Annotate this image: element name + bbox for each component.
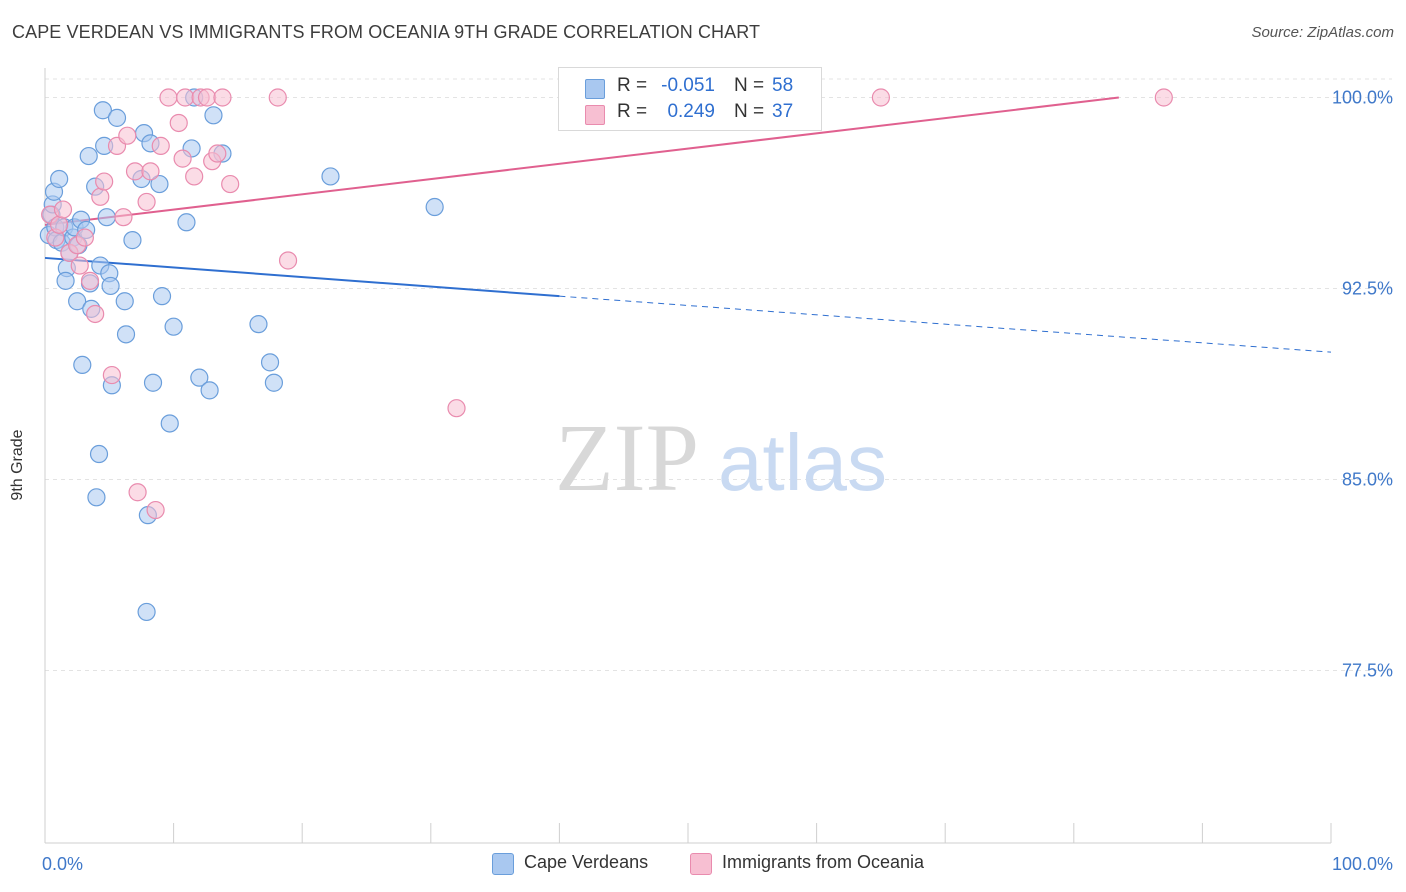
data-point [86, 304, 105, 324]
trend-lines [44, 96, 1332, 353]
data-point [221, 174, 240, 194]
x-tick-label: 100.0% [1332, 854, 1393, 874]
data-point [125, 162, 145, 181]
legend-r-value: 0.249 [667, 101, 715, 122]
watermark-zip: ZIP [555, 404, 699, 511]
data-point [1154, 88, 1173, 107]
stats-legend: R = -0.051 N = 58 R = 0.249 N = 37 [558, 67, 822, 131]
data-point [68, 292, 87, 311]
bottom-legend-label: Cape Verdeans [524, 852, 649, 872]
data-point [164, 317, 183, 336]
data-point [141, 162, 160, 181]
watermark-atlas: atlas [718, 418, 887, 507]
data-point [425, 197, 444, 217]
data-point [264, 373, 284, 392]
data-point [159, 88, 178, 107]
data-point [123, 231, 142, 250]
series-oceania [41, 88, 1173, 520]
data-point [204, 106, 223, 125]
legend-r-label: R = [617, 101, 648, 122]
bottom-legend-swatch-blue [492, 853, 514, 875]
data-point [278, 251, 298, 270]
data-point [447, 399, 466, 418]
data-point [137, 602, 156, 622]
data-point [260, 353, 280, 372]
data-point [321, 167, 340, 186]
data-point [73, 355, 92, 374]
data-point [89, 444, 109, 464]
data-point [56, 271, 75, 290]
data-point [200, 381, 219, 400]
bottom-legend-label: Immigrants from Oceania [722, 852, 925, 872]
watermark: ZIP atlas [555, 404, 887, 511]
trend-line-oceania [44, 96, 1119, 226]
data-point [79, 146, 98, 166]
y-axis-label: 9th Grade [9, 429, 26, 501]
chart-title: CAPE VERDEAN VS IMMIGRANTS FROM OCEANIA … [12, 22, 761, 42]
data-point [137, 192, 156, 212]
data-point [185, 167, 204, 186]
data-point [50, 215, 69, 234]
data-point [151, 136, 170, 155]
data-point [150, 174, 169, 194]
y-tick-label: 100.0% [1332, 88, 1393, 108]
data-point [177, 213, 196, 232]
data-point [169, 113, 188, 133]
axes [44, 68, 1332, 844]
legend-n-label: N = [734, 75, 765, 96]
data-point [871, 88, 891, 107]
data-point [95, 172, 114, 191]
data-point [208, 144, 227, 163]
gridlines [45, 78, 1392, 671]
legend-n-label: N = [734, 101, 765, 122]
data-point [118, 126, 137, 145]
data-point [80, 271, 100, 290]
data-point [197, 88, 217, 107]
data-point [102, 365, 121, 385]
data-point [176, 88, 195, 107]
data-point [160, 414, 179, 433]
data-point [146, 500, 165, 520]
data-points [39, 88, 1173, 622]
legend-r-value: -0.051 [661, 75, 715, 96]
data-point [53, 200, 73, 219]
data-point [70, 256, 89, 275]
legend-swatch-pink [585, 105, 605, 125]
x-tick-label: 0.0% [42, 854, 83, 874]
y-tick-label: 85.0% [1342, 470, 1393, 490]
y-tick-label: 77.5% [1342, 661, 1393, 681]
data-point [115, 292, 134, 311]
legend-n-value: 37 [772, 101, 794, 122]
series-cape-verdeans [39, 88, 444, 622]
y-tick-label: 92.5% [1342, 279, 1393, 299]
source-label: Source: ZipAtlas.com [1251, 24, 1394, 41]
data-point [128, 483, 147, 502]
data-point [75, 228, 94, 247]
data-point [50, 169, 69, 189]
data-point [101, 276, 120, 296]
data-point [97, 208, 116, 227]
legend-r-label: R = [617, 75, 648, 96]
data-point [173, 149, 192, 168]
data-point [213, 88, 232, 107]
data-point [190, 368, 209, 387]
data-point [91, 187, 110, 206]
tick-labels: 100.0% 92.5% 85.0% 77.5% 0.0% 100.0% [42, 88, 1393, 875]
legend-n-value: 58 [772, 75, 794, 96]
data-point [152, 287, 172, 306]
data-point [268, 88, 287, 107]
data-point [249, 315, 268, 334]
trend-line-cape-verdeans [44, 256, 560, 298]
data-point [143, 373, 163, 392]
data-point [114, 208, 133, 227]
data-point [87, 488, 106, 507]
data-point [93, 101, 112, 120]
trend-line-cape-verdeans-dashed [559, 295, 1332, 353]
data-point [107, 108, 127, 127]
data-point [116, 325, 136, 344]
bottom-legend-swatch-pink [690, 853, 712, 875]
legend-swatch-blue [585, 79, 605, 99]
